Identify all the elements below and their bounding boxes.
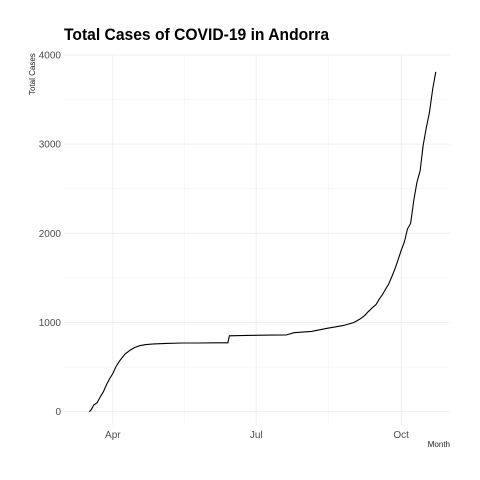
grid-lines <box>64 54 450 425</box>
x-axis-label: Month <box>427 440 450 449</box>
y-tick-label: 0 <box>55 407 61 418</box>
y-tick-label: 4000 <box>39 51 62 62</box>
series-line-total-cases <box>88 71 437 413</box>
y-tick-label: 2000 <box>39 229 62 240</box>
y-tick-label: 1000 <box>39 318 62 329</box>
y-tick-label: 3000 <box>39 140 62 151</box>
x-tick-label: Apr <box>105 430 121 441</box>
chart-title: Total Cases of COVID-19 in Andorra <box>64 25 330 44</box>
tick-labels: 0 1000 2000 3000 4000 Apr Jul Oct <box>39 51 409 442</box>
x-tick-label: Jul <box>250 430 263 441</box>
x-tick-label: Oct <box>393 430 409 441</box>
